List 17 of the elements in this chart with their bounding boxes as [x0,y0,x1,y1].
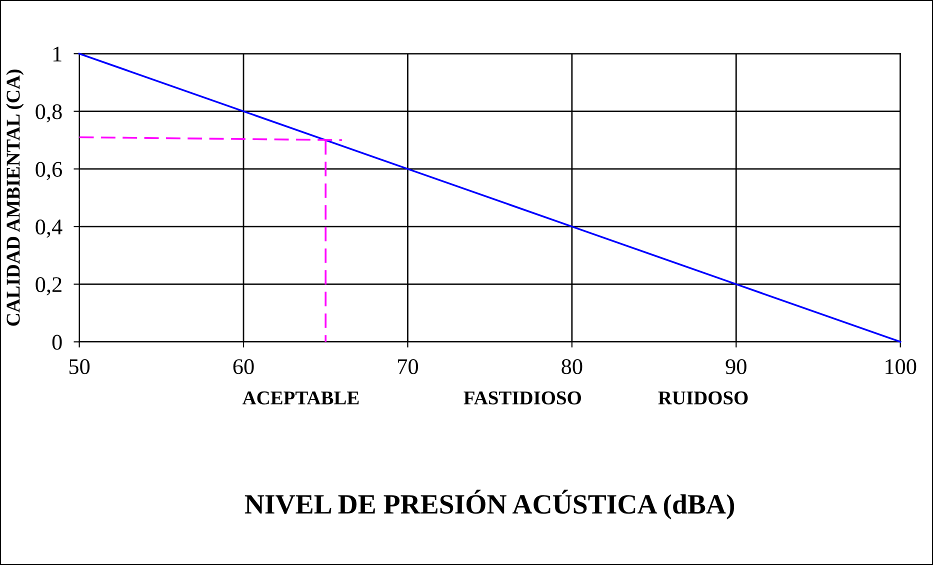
y-tick-label: 0 [52,334,62,350]
x-axis-title: NIVEL DE PRESIÓN ACÚSTICA (dBA) [244,490,734,520]
x-tick-label: 50 [69,359,90,374]
x-tick-label: 80 [562,359,582,374]
text: ACEPTABLE [242,391,359,404]
y-tick-label: 0,6 [36,162,62,180]
y-tick-label: 1 [53,46,62,62]
y-tick-label: 0,2 [36,277,62,296]
y-tick-label: 0,4 [36,219,62,238]
text: RUIDOSO [658,391,748,404]
x-tick-label: 60 [233,359,254,374]
x-tick-label: 70 [398,359,418,374]
text: FASTIDIOSO [464,391,581,404]
y-axis-title: CALIDAD AMBIENTAL (CA) [6,70,24,326]
x-tick-label: 90 [726,359,746,374]
y-tick-label: 0,8 [36,104,62,122]
x-tick-label: 100 [886,359,916,374]
